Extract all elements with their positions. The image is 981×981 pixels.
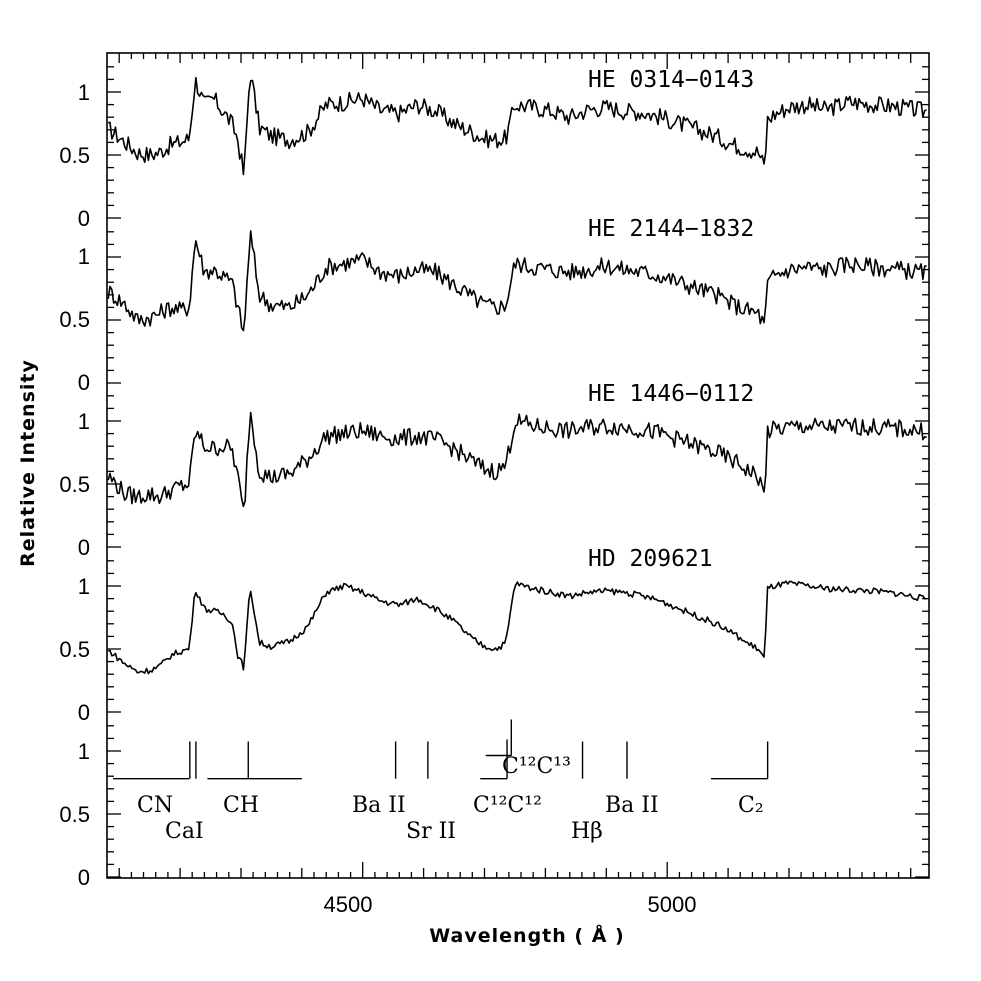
spectrum-line [107,411,927,508]
y-tick-label: 0.5 [59,802,90,827]
line-label-ch: CH [223,793,259,818]
star-label: HD 209621 [588,546,713,572]
star-label: HE 2144−1832 [588,216,754,242]
plot-frame [106,52,930,879]
y-tick-label: 1 [78,244,90,269]
x-tick-labels: 4500 5000 [324,892,697,917]
line-label-sr-ii: Sr II [406,819,456,844]
y-tick-label: 0.5 [59,472,90,497]
x-axis-title: Wavelength ( Å ) [429,923,624,947]
spectrum-line [107,230,927,332]
star-labels: HE 0314−0143 HE 2144−1832 HE 1446−0112 H… [588,67,754,572]
line-label-ba-ii: Ba II [352,793,406,818]
line-label-cai: CaI [165,819,204,844]
y-tick-label: 0 [78,865,90,890]
line-label-c2: C₂ [738,793,764,818]
spectrum-line [108,580,927,675]
y-tick-labels: 0 0.5 1 0 0.5 1 0 0.5 1 0 0.5 1 0 0.5 1 [59,80,90,890]
spectra-panels [107,76,927,675]
line-label-ba-ii-2: Ba II [605,793,659,818]
y-tick-label: 1 [78,739,90,764]
line-labels: CN CaI CH Ba II Sr II C¹²C¹² C¹²C¹³ Hβ B… [137,754,764,844]
x-tick-label: 5000 [648,892,697,917]
line-label-hbeta: Hβ [571,819,603,844]
y-tick-label: 1 [78,409,90,434]
y-tick-label: 0 [78,700,90,725]
y-tick-label: 0 [78,206,90,231]
y-tick-label: 0 [78,535,90,560]
y-tick-label: 1 [78,80,90,105]
star-label: HE 0314−0143 [588,67,754,93]
line-label-c12c12: C¹²C¹² [473,793,542,818]
y-axis-title: Relative Intensity [17,359,39,567]
x-tick-label: 4500 [324,892,373,917]
star-label: HE 1446−0112 [588,381,754,407]
y-tick-label: 0 [78,370,90,395]
line-label-cn: CN [137,793,173,818]
line-label-c12c13: C¹²C¹³ [502,754,571,779]
axis-ticks [107,53,929,878]
line-identifications [113,719,769,780]
y-tick-label: 0.5 [59,143,90,168]
spectrum-line [107,76,927,176]
y-tick-label: 1 [78,574,90,599]
y-tick-label: 0.5 [59,307,90,332]
y-tick-label: 0.5 [59,637,90,662]
